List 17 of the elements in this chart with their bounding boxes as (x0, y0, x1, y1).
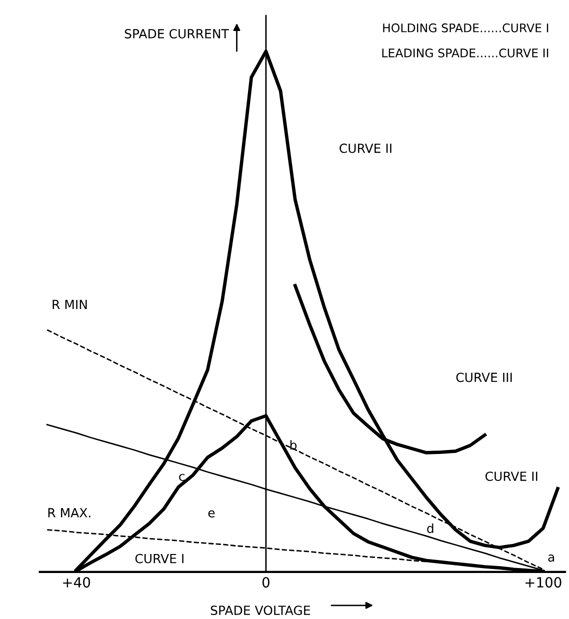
annotation: CURVE III (456, 372, 512, 382)
text: HOLDING SPADE......CURVE I (383, 23, 548, 32)
x-axis-title: SPADE VOLTAGE (210, 606, 310, 616)
annotation: R MIN (52, 300, 87, 310)
annotation: a (548, 554, 554, 562)
x-tick-label: 0 (262, 577, 270, 588)
annotation: c (179, 474, 185, 482)
y-axis-title: SPADE CURRENT (124, 29, 229, 38)
x-tick-label: +100 (526, 577, 562, 588)
x-tick-label: +40 (63, 577, 90, 588)
annotation: d (427, 523, 434, 534)
annotation: LEADING SPADE......CURVE II (382, 48, 548, 58)
annotation: e (208, 510, 215, 518)
annotation: CURVE II (340, 144, 392, 154)
annotation: R MAX. (48, 508, 90, 518)
annotation: CURVE II (485, 472, 538, 482)
annotation: CURVE I (135, 554, 184, 564)
